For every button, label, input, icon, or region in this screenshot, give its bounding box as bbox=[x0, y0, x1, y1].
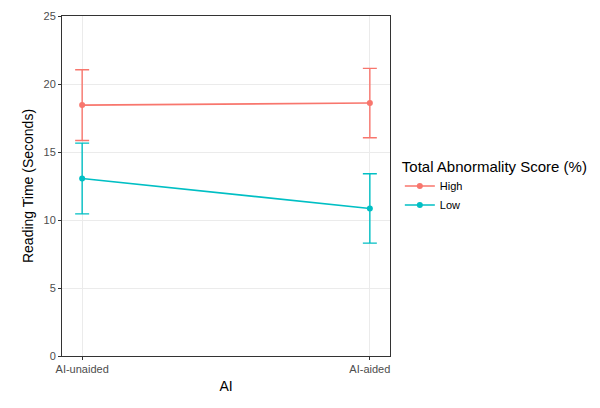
svg-text:Reading Time (Seconds): Reading Time (Seconds) bbox=[20, 109, 36, 263]
svg-text:AI: AI bbox=[219, 378, 232, 394]
svg-text:Total Abnormality Score (%): Total Abnormality Score (%) bbox=[402, 158, 587, 175]
svg-text:AI-aided: AI-aided bbox=[349, 363, 390, 375]
svg-text:20: 20 bbox=[44, 78, 56, 90]
svg-text:5: 5 bbox=[50, 282, 56, 294]
svg-text:25: 25 bbox=[44, 10, 56, 22]
svg-text:10: 10 bbox=[44, 214, 56, 226]
svg-text:Low: Low bbox=[440, 199, 460, 211]
svg-text:AI-unaided: AI-unaided bbox=[56, 363, 109, 375]
svg-text:0: 0 bbox=[50, 350, 56, 362]
svg-text:15: 15 bbox=[44, 146, 56, 158]
svg-text:High: High bbox=[440, 180, 463, 192]
